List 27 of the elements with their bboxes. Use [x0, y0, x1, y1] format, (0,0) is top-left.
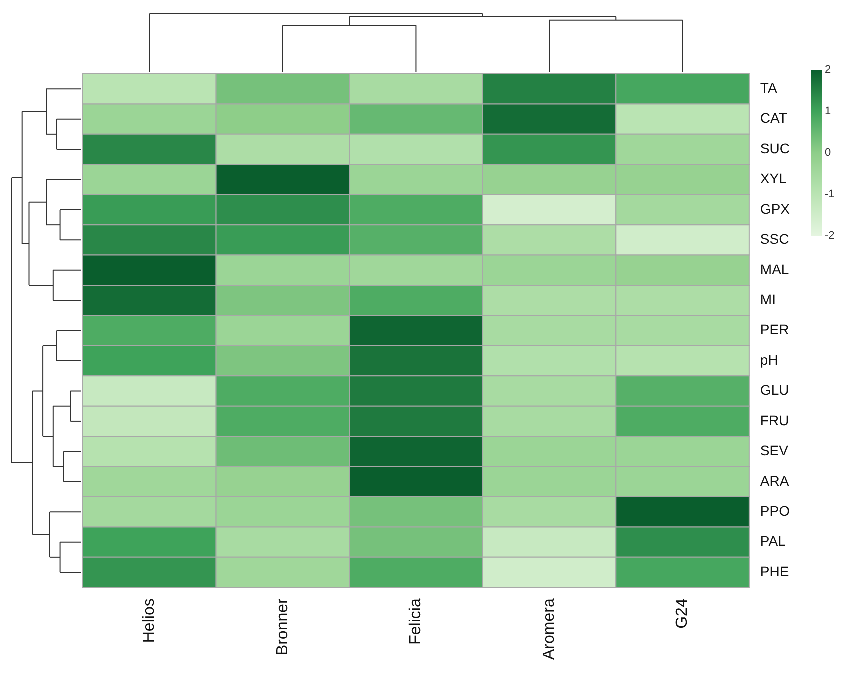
y-tick-label: pH: [760, 352, 778, 368]
y-tick-label: TA: [760, 80, 778, 96]
y-tick-label: PER: [760, 322, 790, 338]
y-tick-label: PPO: [760, 502, 790, 519]
y-tick-label: SEV: [760, 442, 790, 459]
y-tick-label: GPX: [760, 200, 791, 217]
y-tick-label: MI: [760, 291, 776, 308]
color-bar-label: 1: [825, 106, 832, 118]
x-tick-label: Helios: [141, 598, 158, 644]
y-tick-label: XYL: [760, 170, 788, 187]
y-tick-label: CAT: [760, 110, 788, 126]
color-bar-label: -1: [825, 188, 835, 201]
y-tick-label: PHE: [760, 563, 790, 580]
color-bar-label: -2: [825, 230, 835, 242]
y-tick-label: GLU: [760, 382, 790, 398]
y-tick-label: FRU: [760, 412, 790, 428]
x-tick-label: Aromera: [540, 598, 558, 660]
x-tick-label: G24: [674, 598, 692, 629]
y-tick-label: PAL: [760, 533, 786, 550]
y-tick-label: ARA: [760, 472, 790, 489]
y-tick-label: SUC: [760, 140, 790, 156]
y-tick-label: MAL: [760, 261, 790, 278]
color-bar-label: 0: [825, 147, 832, 160]
x-tick-label: Bronner: [274, 598, 292, 656]
color-bar-label: 2: [825, 64, 832, 76]
x-tick-label: Felicia: [408, 598, 425, 645]
y-tick-label: SSC: [760, 231, 790, 248]
